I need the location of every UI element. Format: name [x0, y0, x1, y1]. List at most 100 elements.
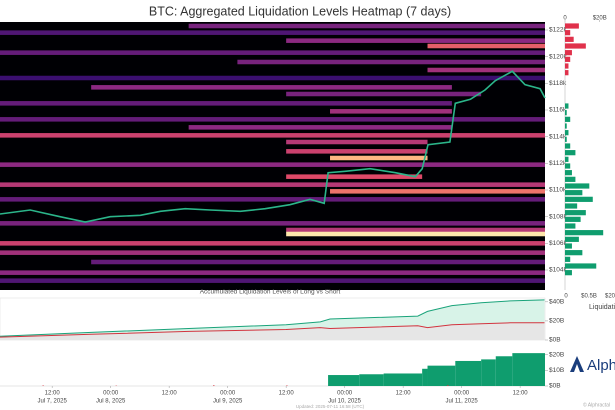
y-tick-label: $110k	[549, 187, 567, 194]
y-tick-label: $0B	[549, 337, 561, 344]
liquidation-bar	[565, 196, 593, 202]
liquidation-bar	[565, 203, 578, 209]
x-tick-date: Jul 9, 2025	[213, 399, 243, 405]
y-tick-label: $0B	[549, 383, 561, 390]
liquidation-bar	[565, 243, 572, 249]
logo-mark	[570, 356, 584, 372]
y-tick-label: $10B	[549, 367, 564, 374]
step-bar	[447, 385, 449, 386]
heatmap-band	[286, 149, 428, 154]
x-axis-label: Liquidations	[589, 304, 615, 311]
logo: Alphractal	[587, 357, 615, 374]
heatmap-band	[330, 155, 428, 161]
credit: © Alphractal	[583, 401, 610, 408]
heatmap-band	[286, 227, 545, 233]
heatmap-band	[188, 125, 452, 130]
step-bar	[455, 360, 482, 386]
heatmap-band	[330, 109, 452, 114]
step-bar	[422, 368, 428, 386]
y-tick-label: $114k	[549, 133, 567, 140]
heatmap-band	[91, 85, 452, 90]
x-tick-label: $20B	[593, 16, 607, 22]
liquidation-bar	[565, 30, 571, 36]
heatmap-band	[0, 241, 545, 246]
liquidation-bar	[565, 50, 572, 56]
heatmap-band	[0, 197, 545, 202]
x-tick-label: 00:00	[220, 391, 236, 397]
liquidation-bar	[565, 270, 572, 276]
heatmap-band	[0, 221, 545, 226]
liquidation-bar	[565, 23, 579, 29]
x-tick-label: 00:00	[103, 391, 119, 397]
y-tick-label: $108k	[549, 213, 567, 220]
footnote: Updated: 2025-07-11 16:58 (UTC)	[296, 404, 365, 409]
step-bar	[427, 365, 456, 386]
x-tick-date: Jul 8, 2025	[96, 399, 126, 405]
heatmap-band	[237, 59, 545, 65]
bottom-tick-label: $0.5B	[581, 294, 597, 300]
series-area	[0, 322, 545, 340]
y-tick-label: $116k	[549, 107, 567, 114]
liquidation-bar	[565, 183, 590, 189]
heatmap-band	[0, 101, 452, 106]
y-tick-label: $120k	[549, 53, 567, 60]
liquidation-bar	[565, 163, 571, 169]
heatmap-band	[0, 75, 545, 81]
x-tick-date: Jul 11, 2025	[446, 399, 479, 405]
y-tick-label: $118k	[549, 80, 567, 87]
y-tick-label: $106k	[549, 240, 567, 247]
y-tick-label: $104k	[549, 267, 567, 274]
x-tick-label: 12:00	[279, 391, 295, 397]
liquidation-bar	[565, 136, 567, 142]
step-bar	[481, 359, 496, 386]
liquidation-bar	[565, 156, 569, 162]
heatmap-band	[427, 43, 545, 49]
heatmap-band	[0, 250, 545, 255]
liquidation-bar	[565, 263, 597, 269]
y-tick-label: $20B	[549, 351, 564, 358]
step-bar	[213, 385, 215, 386]
heatmap-band	[286, 38, 545, 43]
liquidation-bar	[565, 176, 576, 182]
bottom-tick-label: $20B	[605, 294, 615, 300]
liquidation-bar	[565, 236, 579, 242]
liquidation-bar	[565, 130, 569, 136]
y-tick-label: $112k	[549, 160, 567, 167]
liquidation-bar	[565, 230, 604, 236]
liquidation-bar	[565, 256, 571, 262]
liquidation-bar	[565, 110, 567, 116]
step-bar	[359, 374, 384, 386]
liquidation-bar	[565, 116, 571, 122]
x-tick-label: 12:00	[396, 391, 412, 397]
x-tick-label: 12:00	[513, 391, 529, 397]
step-bar	[512, 353, 545, 386]
heatmap-band	[0, 278, 545, 283]
heatmap-band	[0, 30, 545, 35]
heatmap-band	[286, 91, 482, 97]
liquidation-bar	[565, 190, 583, 196]
x-tick-label: 00:00	[454, 391, 470, 397]
y-tick-label: $122k	[549, 27, 567, 34]
liquidation-bar	[565, 123, 567, 129]
x-tick-label: 12:00	[45, 391, 61, 397]
liquidation-bar	[565, 63, 569, 69]
liquidation-bar	[565, 43, 586, 49]
step-bar	[383, 373, 423, 386]
heatmap-band	[91, 259, 545, 265]
heatmap-band	[286, 231, 545, 237]
price-line	[0, 70, 546, 223]
heatmap-band	[0, 133, 545, 138]
liquidation-bar	[565, 223, 576, 229]
liquidation-bar	[565, 170, 572, 176]
heatmap-band	[0, 50, 545, 55]
x-tick-label: 12:00	[162, 391, 178, 397]
liquidation-bar	[565, 210, 586, 216]
heatmap-band	[0, 117, 545, 122]
liquidation-bar	[565, 150, 576, 156]
y-tick-label: $40B	[549, 299, 564, 306]
x-tick-label: 0	[563, 16, 567, 22]
heatmap-band	[188, 23, 545, 29]
liquidation-bar	[565, 36, 574, 42]
heatmap-band	[0, 270, 545, 275]
panel-title: Accumulated Liquidation Levels of Long v…	[200, 289, 341, 296]
